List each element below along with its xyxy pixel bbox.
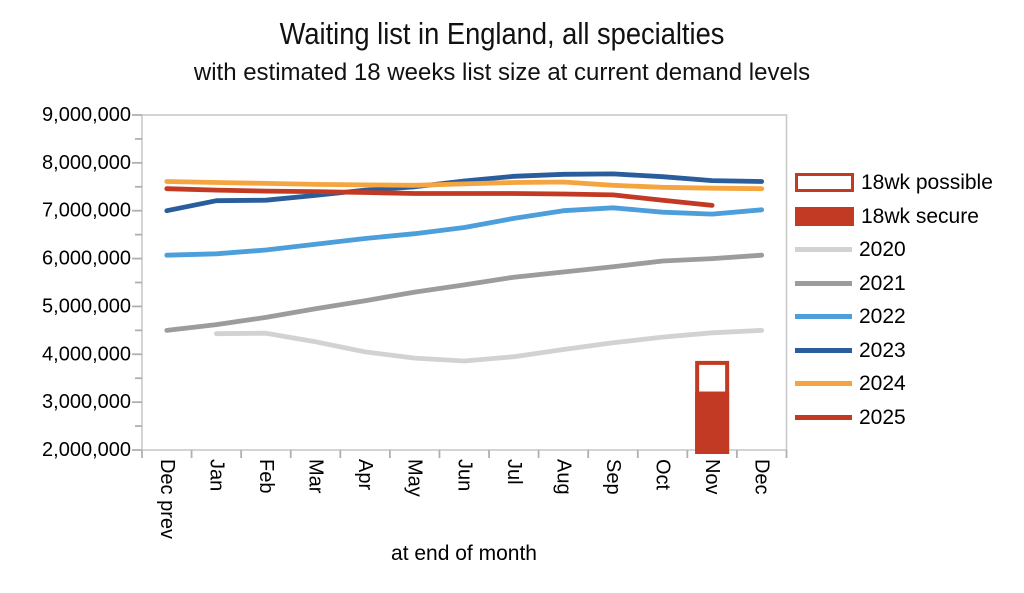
y-axis-tick-label: 6,000,000 — [42, 248, 131, 270]
legend-item-2022: 2022 — [795, 300, 993, 334]
legend-line-swatch — [795, 347, 852, 353]
legend-label: 2023 — [859, 338, 906, 362]
y-axis-tick-label: 3,000,000 — [42, 391, 131, 413]
legend-item-2025: 2025 — [795, 401, 993, 435]
legend-label: 18wk secure — [861, 204, 979, 228]
x-axis-tick-label: May — [404, 459, 426, 497]
legend-label: 2020 — [859, 238, 906, 262]
x-axis-tick-label: Oct — [652, 459, 674, 491]
x-axis-tick-label: Dec prev — [156, 459, 178, 539]
chart-title: Waiting list in England, all specialties — [279, 16, 725, 51]
legend-filled-box-swatch — [795, 206, 854, 226]
legend-line-swatch — [795, 247, 852, 253]
x-axis-tick-label: Jul — [503, 459, 525, 485]
legend-item-18wk-secure: 18wk secure — [795, 200, 993, 234]
legend-item-2024: 2024 — [795, 367, 993, 401]
x-axis-tick-label: Dec — [751, 459, 773, 495]
legend-line-swatch — [795, 381, 852, 387]
series-line-2025 — [164, 186, 715, 208]
series-line-2023 — [164, 171, 765, 214]
x-axis-tick-label: Sep — [602, 459, 624, 495]
x-axis-tick-label: Mar — [305, 459, 327, 494]
legend: 18wk possible 18wk secure 2020 2021 2022 2023… — [795, 166, 993, 434]
legend-label: 2024 — [859, 372, 906, 396]
x-axis-tick-label: Aug — [552, 459, 574, 495]
legend-label: 2021 — [859, 271, 906, 295]
chart-subtitle: with estimated 18 weeks list size at cur… — [193, 59, 811, 86]
legend-line-swatch — [795, 280, 852, 286]
legend-label: 2025 — [859, 405, 906, 429]
legend-line-swatch — [795, 314, 852, 320]
series-line-2021 — [164, 252, 765, 333]
x-axis-tick-label: Nov — [701, 459, 723, 495]
y-axis-tick-label: 2,000,000 — [42, 439, 131, 461]
y-axis-tick-label: 4,000,000 — [42, 343, 131, 365]
x-axis-tick-label: Jun — [453, 459, 475, 491]
legend-label: 2022 — [859, 305, 906, 329]
legend-item-2020: 2020 — [795, 233, 993, 267]
y-axis-tick-label: 5,000,000 — [42, 295, 131, 317]
legend-line-swatch — [795, 414, 852, 420]
y-axis-tick-label: 9,000,000 — [42, 104, 131, 126]
legend-outline-box-swatch — [795, 173, 854, 193]
bar-18wk-secure — [695, 391, 730, 454]
legend-label: 18wk possible — [861, 171, 993, 195]
legend-item-18wk-possible: 18wk possible — [795, 166, 993, 200]
legend-item-2023: 2023 — [795, 334, 993, 368]
x-axis-tick-label: Apr — [354, 459, 376, 490]
series-line-2024 — [164, 179, 765, 192]
y-axis-tick-label: 8,000,000 — [42, 152, 131, 174]
series-line-2022 — [164, 205, 765, 258]
y-axis-tick-label: 7,000,000 — [42, 200, 131, 222]
x-axis-tick-label: Jan — [205, 459, 227, 491]
x-axis-tick-label: Feb — [255, 459, 277, 493]
x-axis-title: at end of month — [391, 542, 537, 565]
series-line-2020 — [213, 327, 765, 364]
legend-item-2021: 2021 — [795, 267, 993, 301]
